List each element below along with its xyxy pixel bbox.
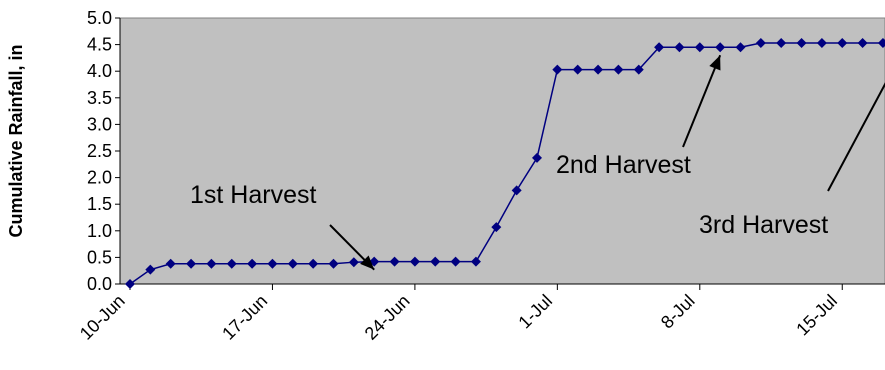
data-point-marker <box>776 38 787 49</box>
data-point-marker <box>857 38 868 49</box>
data-point-marker <box>877 38 885 49</box>
data-point-marker <box>572 64 583 75</box>
y-tick-label: 4.5 <box>87 35 112 55</box>
data-point-marker <box>125 279 135 289</box>
data-point-marker <box>186 258 197 269</box>
data-point-marker <box>247 258 258 269</box>
annotations: 1st Harvest 2nd Harvest 3rd Harvest <box>190 54 885 271</box>
data-point-marker <box>715 42 726 53</box>
data-point-marker <box>348 257 359 268</box>
y-tick-label: 1.0 <box>87 221 112 241</box>
data-point-marker <box>226 258 237 269</box>
y-tick-label: 2.0 <box>87 168 112 188</box>
data-point-marker <box>735 42 746 53</box>
series-line <box>129 42 885 285</box>
x-tick-label: 24-Jun <box>361 291 414 344</box>
data-point-marker <box>532 152 542 163</box>
data-point-marker <box>145 264 156 275</box>
annotation-label: 1st Harvest <box>190 181 316 209</box>
annotation-arrow <box>682 54 722 148</box>
x-tick-label: 8-Jul <box>657 291 699 333</box>
data-point-marker <box>796 38 807 49</box>
annotation-label: 3rd Harvest <box>699 211 828 239</box>
data-point-marker <box>674 42 685 53</box>
y-tick-label: 4.0 <box>87 61 112 81</box>
y-tick-label: 1.5 <box>87 194 112 214</box>
y-tick-label: 3.5 <box>87 88 112 108</box>
data-point-marker <box>593 64 604 75</box>
data-point-marker <box>633 64 644 75</box>
data-point-marker <box>511 185 522 196</box>
data-point-marker <box>837 38 848 49</box>
y-tick-label: 3.0 <box>87 114 112 134</box>
y-tick-label: 0.0 <box>87 274 112 294</box>
data-point-marker <box>409 256 420 267</box>
data-point-marker <box>816 38 827 49</box>
annotation-arrowhead <box>360 255 375 270</box>
data-point-marker <box>287 258 298 269</box>
series-group <box>125 38 885 289</box>
x-tick-label: 10-Jun <box>76 291 129 344</box>
data-point-marker <box>206 258 217 269</box>
data-point-marker <box>267 258 278 269</box>
data-point-marker <box>470 256 481 267</box>
y-ticks: 0.0 0.5 1.0 1.5 2.0 2.5 3.0 3.5 4.0 4.5 5.0 <box>87 8 120 294</box>
data-point-marker <box>389 256 400 267</box>
y-tick-label: 5.0 <box>87 8 112 28</box>
data-point-marker <box>613 64 624 75</box>
y-axis-label: Cumulative Rainfall, in <box>6 44 26 237</box>
data-point-marker <box>328 258 339 269</box>
annotation-arrow <box>827 82 885 192</box>
annotation-arrowhead <box>709 55 721 71</box>
data-point-marker <box>165 258 176 269</box>
data-point-marker <box>491 222 502 233</box>
plot-area <box>119 17 885 285</box>
x-tick-label: 1-Jul <box>514 291 556 333</box>
data-point-marker <box>308 258 319 269</box>
annotation-label: 2nd Harvest <box>556 151 691 179</box>
data-point-marker <box>430 256 441 267</box>
data-point-marker <box>755 38 766 49</box>
data-point-marker <box>654 42 665 53</box>
x-ticks: 10-Jun 17-Jun 24-Jun 1-Jul 8-Jul 15-Jul <box>76 284 843 344</box>
y-tick-label: 0.5 <box>87 247 112 267</box>
y-tick-label: 2.5 <box>87 141 112 161</box>
data-point-marker <box>694 42 705 53</box>
data-point-marker <box>552 64 563 75</box>
data-point-marker <box>450 256 461 267</box>
x-tick-label: 17-Jun <box>218 291 271 344</box>
x-tick-label: 15-Jul <box>792 291 841 340</box>
